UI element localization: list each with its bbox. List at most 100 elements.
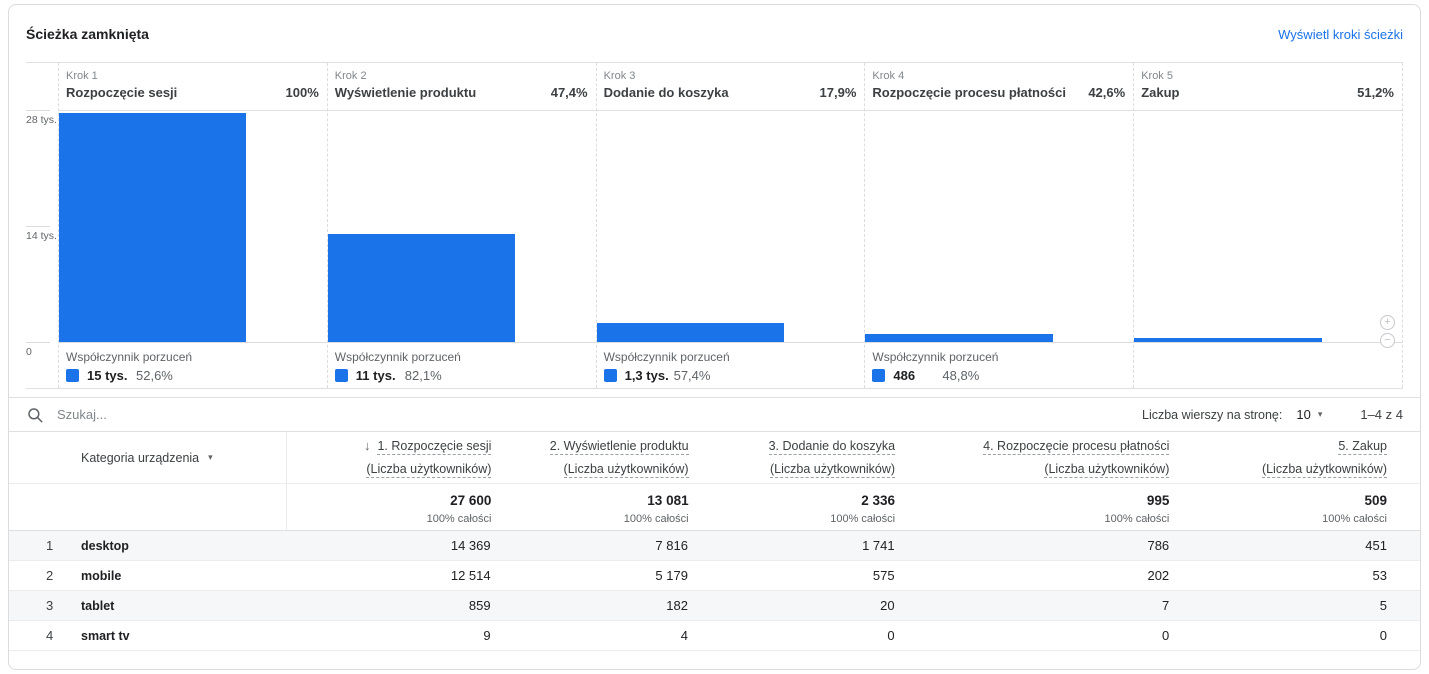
- funnel-plot-area: [59, 110, 327, 343]
- chevron-down-icon: ▾: [1317, 409, 1323, 419]
- step-name: Rozpoczęcie procesu płatności: [872, 85, 1066, 100]
- cell-value: 182: [666, 598, 688, 613]
- column-header-line1: 2. Wyświetlenie produktu: [549, 437, 689, 455]
- abandonment-value-row: 15 tys. 52,6%: [66, 368, 327, 383]
- abandonment-block: [1134, 343, 1402, 388]
- device-name: mobile: [81, 568, 122, 583]
- abandonment-percent: 52,6%: [136, 368, 173, 383]
- cell-value: 0: [887, 628, 895, 643]
- funnel-plot-area: [327, 110, 596, 343]
- column-header-line2: (Liczba użytkowników): [366, 460, 492, 478]
- column-header-line2: (Liczba użytkowników): [1044, 460, 1170, 478]
- table-toolbar: Liczba wierszy na stronę: 10 ▾ 1–4 z 4: [9, 397, 1420, 432]
- column-header-line1: 3. Dodanie do koszyka: [768, 437, 896, 455]
- search-icon: [28, 407, 43, 422]
- column-header-line2: (Liczba użytkowników): [1261, 460, 1387, 478]
- funnel-step-header: Krok 5 Zakup 51,2%: [1134, 63, 1402, 110]
- funnel-chart: 28 tys. 14 tys. 0 Krok 1 Rozpoczęcie sesji 1…: [26, 62, 1403, 389]
- column-header-sub[interactable]: (Liczba użytkowników): [366, 462, 492, 478]
- step-percent: 47,4%: [550, 85, 588, 100]
- column-header-link[interactable]: 3. Dodanie do koszyka: [768, 439, 896, 455]
- row-number: 4: [46, 628, 54, 643]
- zoom-out-icon[interactable]: −: [1380, 333, 1395, 348]
- column-header-link[interactable]: 2. Wyświetlenie produktu: [549, 439, 689, 455]
- funnel-step-header: Krok 2 Wyświetlenie produktu 47,4%: [328, 63, 596, 110]
- step-percent: 51,2%: [1357, 85, 1394, 100]
- column-header-link[interactable]: 1. Rozpoczęcie sesji: [377, 439, 492, 455]
- y-axis-tick: 0: [26, 342, 50, 358]
- legend-square-icon: [334, 369, 348, 382]
- abandonment-value-row: 1,3 tys. 57,4%: [603, 368, 865, 383]
- column-header-link[interactable]: 4. Rozpoczęcie procesu płatności: [983, 439, 1170, 455]
- rows-per-page-label: Liczba wierszy na stronę:: [1142, 407, 1283, 422]
- cell-value: 5: [1379, 598, 1387, 613]
- device-category-label: Kategoria urządzenia: [81, 450, 200, 465]
- funnel-bar-step-2[interactable]: [327, 234, 516, 342]
- cell-value: 451: [1365, 538, 1387, 553]
- funnel-bar-step-3[interactable]: [596, 323, 785, 342]
- y-axis-label: 28 tys.: [26, 114, 57, 126]
- abandonment-value-row: 486 48,8%: [872, 368, 1133, 383]
- column-header-sub[interactable]: (Liczba użytkowników): [563, 462, 689, 478]
- table-row: 4 smart tv 9 4 0 0 0: [9, 621, 1420, 651]
- device-category-header[interactable]: Kategoria urządzenia ▾: [26, 432, 286, 483]
- step-name-row: Wyświetlenie produktu 47,4%: [335, 85, 588, 100]
- funnel-step-header: Krok 1 Rozpoczęcie sesji 100%: [59, 63, 327, 110]
- cell-value: 7 816: [655, 538, 688, 553]
- funnel-bar-step-1[interactable]: [59, 113, 247, 342]
- cell-value: 575: [872, 568, 895, 583]
- funnel-bar-step-4[interactable]: [865, 334, 1053, 342]
- totals-value: 27 600: [450, 493, 492, 508]
- view-funnel-steps-link[interactable]: Wyświetl kroki ścieżki: [1278, 26, 1403, 42]
- funnel-step-2: Krok 2 Wyświetlenie produktu 47,4% Współczy…: [326, 63, 596, 388]
- step-number-label: Krok 4: [872, 70, 905, 82]
- legend-square-icon: [872, 369, 886, 382]
- column-header-link[interactable]: 5. Zakup: [1338, 439, 1387, 455]
- step-name-row: Dodanie do koszyka 17,9%: [604, 85, 857, 100]
- step-number-label: Krok 5: [1141, 70, 1173, 82]
- funnel-step-header: Krok 3 Dodanie do koszyka 17,9%: [597, 63, 865, 110]
- device-name: desktop: [81, 538, 129, 553]
- device-name: smart tv: [81, 628, 130, 643]
- column-header-sub[interactable]: (Liczba użytkowników): [1044, 462, 1170, 478]
- funnel-step-3: Krok 3 Dodanie do koszyka 17,9% Współczynni…: [595, 63, 865, 388]
- column-header-line1: 5. Zakup: [1338, 437, 1387, 455]
- funnel-bar-step-5[interactable]: [1134, 338, 1322, 342]
- totals-value: 13 081: [647, 493, 689, 508]
- abandonment-rate-label: Współczynnik porzuceń: [872, 350, 999, 364]
- rows-per-page-value: 10: [1296, 407, 1311, 422]
- zoom-in-icon[interactable]: +: [1380, 315, 1395, 330]
- totals-percent: 100% całości: [1322, 513, 1387, 525]
- funnel-plot-area: [596, 110, 865, 343]
- abandonment-rate-label: Współczynnik porzuceń: [66, 350, 193, 364]
- column-header-line2: (Liczba użytkowników): [770, 460, 896, 478]
- row-number: 2: [46, 568, 54, 583]
- abandonment-rate-label: Współczynnik porzuceń: [334, 350, 461, 364]
- column-header-line2: (Liczba użytkowników): [563, 460, 689, 478]
- cell-value: 0: [1379, 628, 1387, 643]
- abandonment-value: 486: [893, 368, 916, 383]
- column-header-sub[interactable]: (Liczba użytkowników): [770, 462, 896, 478]
- step-name: Zakup: [1141, 85, 1180, 100]
- sort-descending-icon[interactable]: ↓: [363, 438, 371, 453]
- step-number-label: Krok 2: [334, 70, 367, 82]
- table-row: 1 desktop 14 369 7 816 1 741 786 451: [9, 531, 1420, 561]
- column-header-4: 4. Rozpoczęcie procesu płatności (Liczba …: [911, 432, 1185, 483]
- cell-value: 5 179: [655, 568, 688, 583]
- totals-value: 2 336: [861, 493, 896, 508]
- abandonment-block: Współczynnik porzuceń 486 48,8%: [865, 343, 1133, 388]
- totals-percent: 100% całości: [1104, 513, 1170, 525]
- y-axis-tick: 14 tys.: [26, 226, 57, 242]
- totals-cell-5: 509 100% całości: [1185, 484, 1403, 530]
- search-input[interactable]: [57, 407, 1142, 422]
- column-header-sub[interactable]: (Liczba użytkowników): [1261, 462, 1387, 478]
- abandonment-value: 1,3 tys.: [624, 368, 669, 383]
- row-range-label: 1–4 z 4: [1360, 407, 1403, 422]
- row-number: 3: [46, 598, 54, 613]
- page-title: Ścieżka zamknięta: [26, 26, 149, 42]
- rows-per-page-select[interactable]: 10 ▾: [1296, 407, 1322, 422]
- step-name: Rozpoczęcie sesji: [66, 85, 178, 100]
- legend-square-icon: [66, 369, 79, 382]
- metric-headers: ↓ 1. Rozpoczęcie sesji (Liczba użytkownikó…: [286, 432, 1403, 483]
- totals-percent: 100% całości: [426, 513, 492, 525]
